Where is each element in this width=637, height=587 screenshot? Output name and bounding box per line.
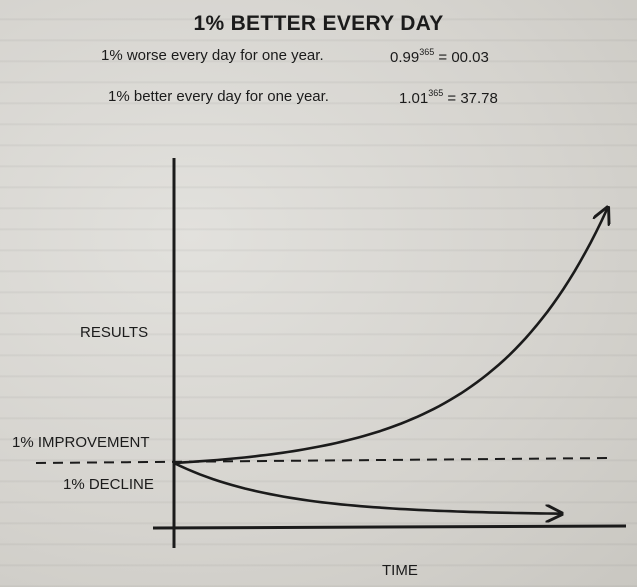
worse-exponent: 365	[419, 47, 435, 57]
x-axis-line	[152, 524, 627, 530]
worse-text: 1% worse every day for one year.	[101, 47, 324, 64]
baseline-dashed-line	[35, 457, 613, 464]
worse-equation-row: 1% worse every day for one year. 0.99365…	[101, 47, 489, 66]
better-formula: 1.01365 = 37.78	[399, 88, 498, 107]
worse-base: 0.99	[390, 49, 420, 66]
better-result: = 37.78	[447, 90, 498, 107]
decline-label: 1% DECLINE	[63, 476, 154, 493]
decline-curve	[172, 461, 560, 514]
series-layer	[172, 209, 607, 514]
improvement-curve	[172, 209, 607, 465]
x-axis-label: TIME	[382, 562, 418, 579]
improvement-label: 1% IMPROVEMENT	[12, 434, 150, 451]
chart-title: 1% BETTER EVERY DAY	[193, 12, 444, 35]
worse-result: = 00.03	[438, 49, 489, 66]
y-axis-label: RESULTS	[80, 324, 149, 341]
better-base: 1.01	[399, 90, 429, 107]
better-equation-row: 1% better every day for one year. 1.0136…	[108, 88, 498, 107]
better-exponent: 365	[428, 88, 444, 98]
better-text: 1% better every day for one year.	[108, 88, 329, 105]
worse-formula: 0.99365 = 00.03	[390, 47, 489, 66]
